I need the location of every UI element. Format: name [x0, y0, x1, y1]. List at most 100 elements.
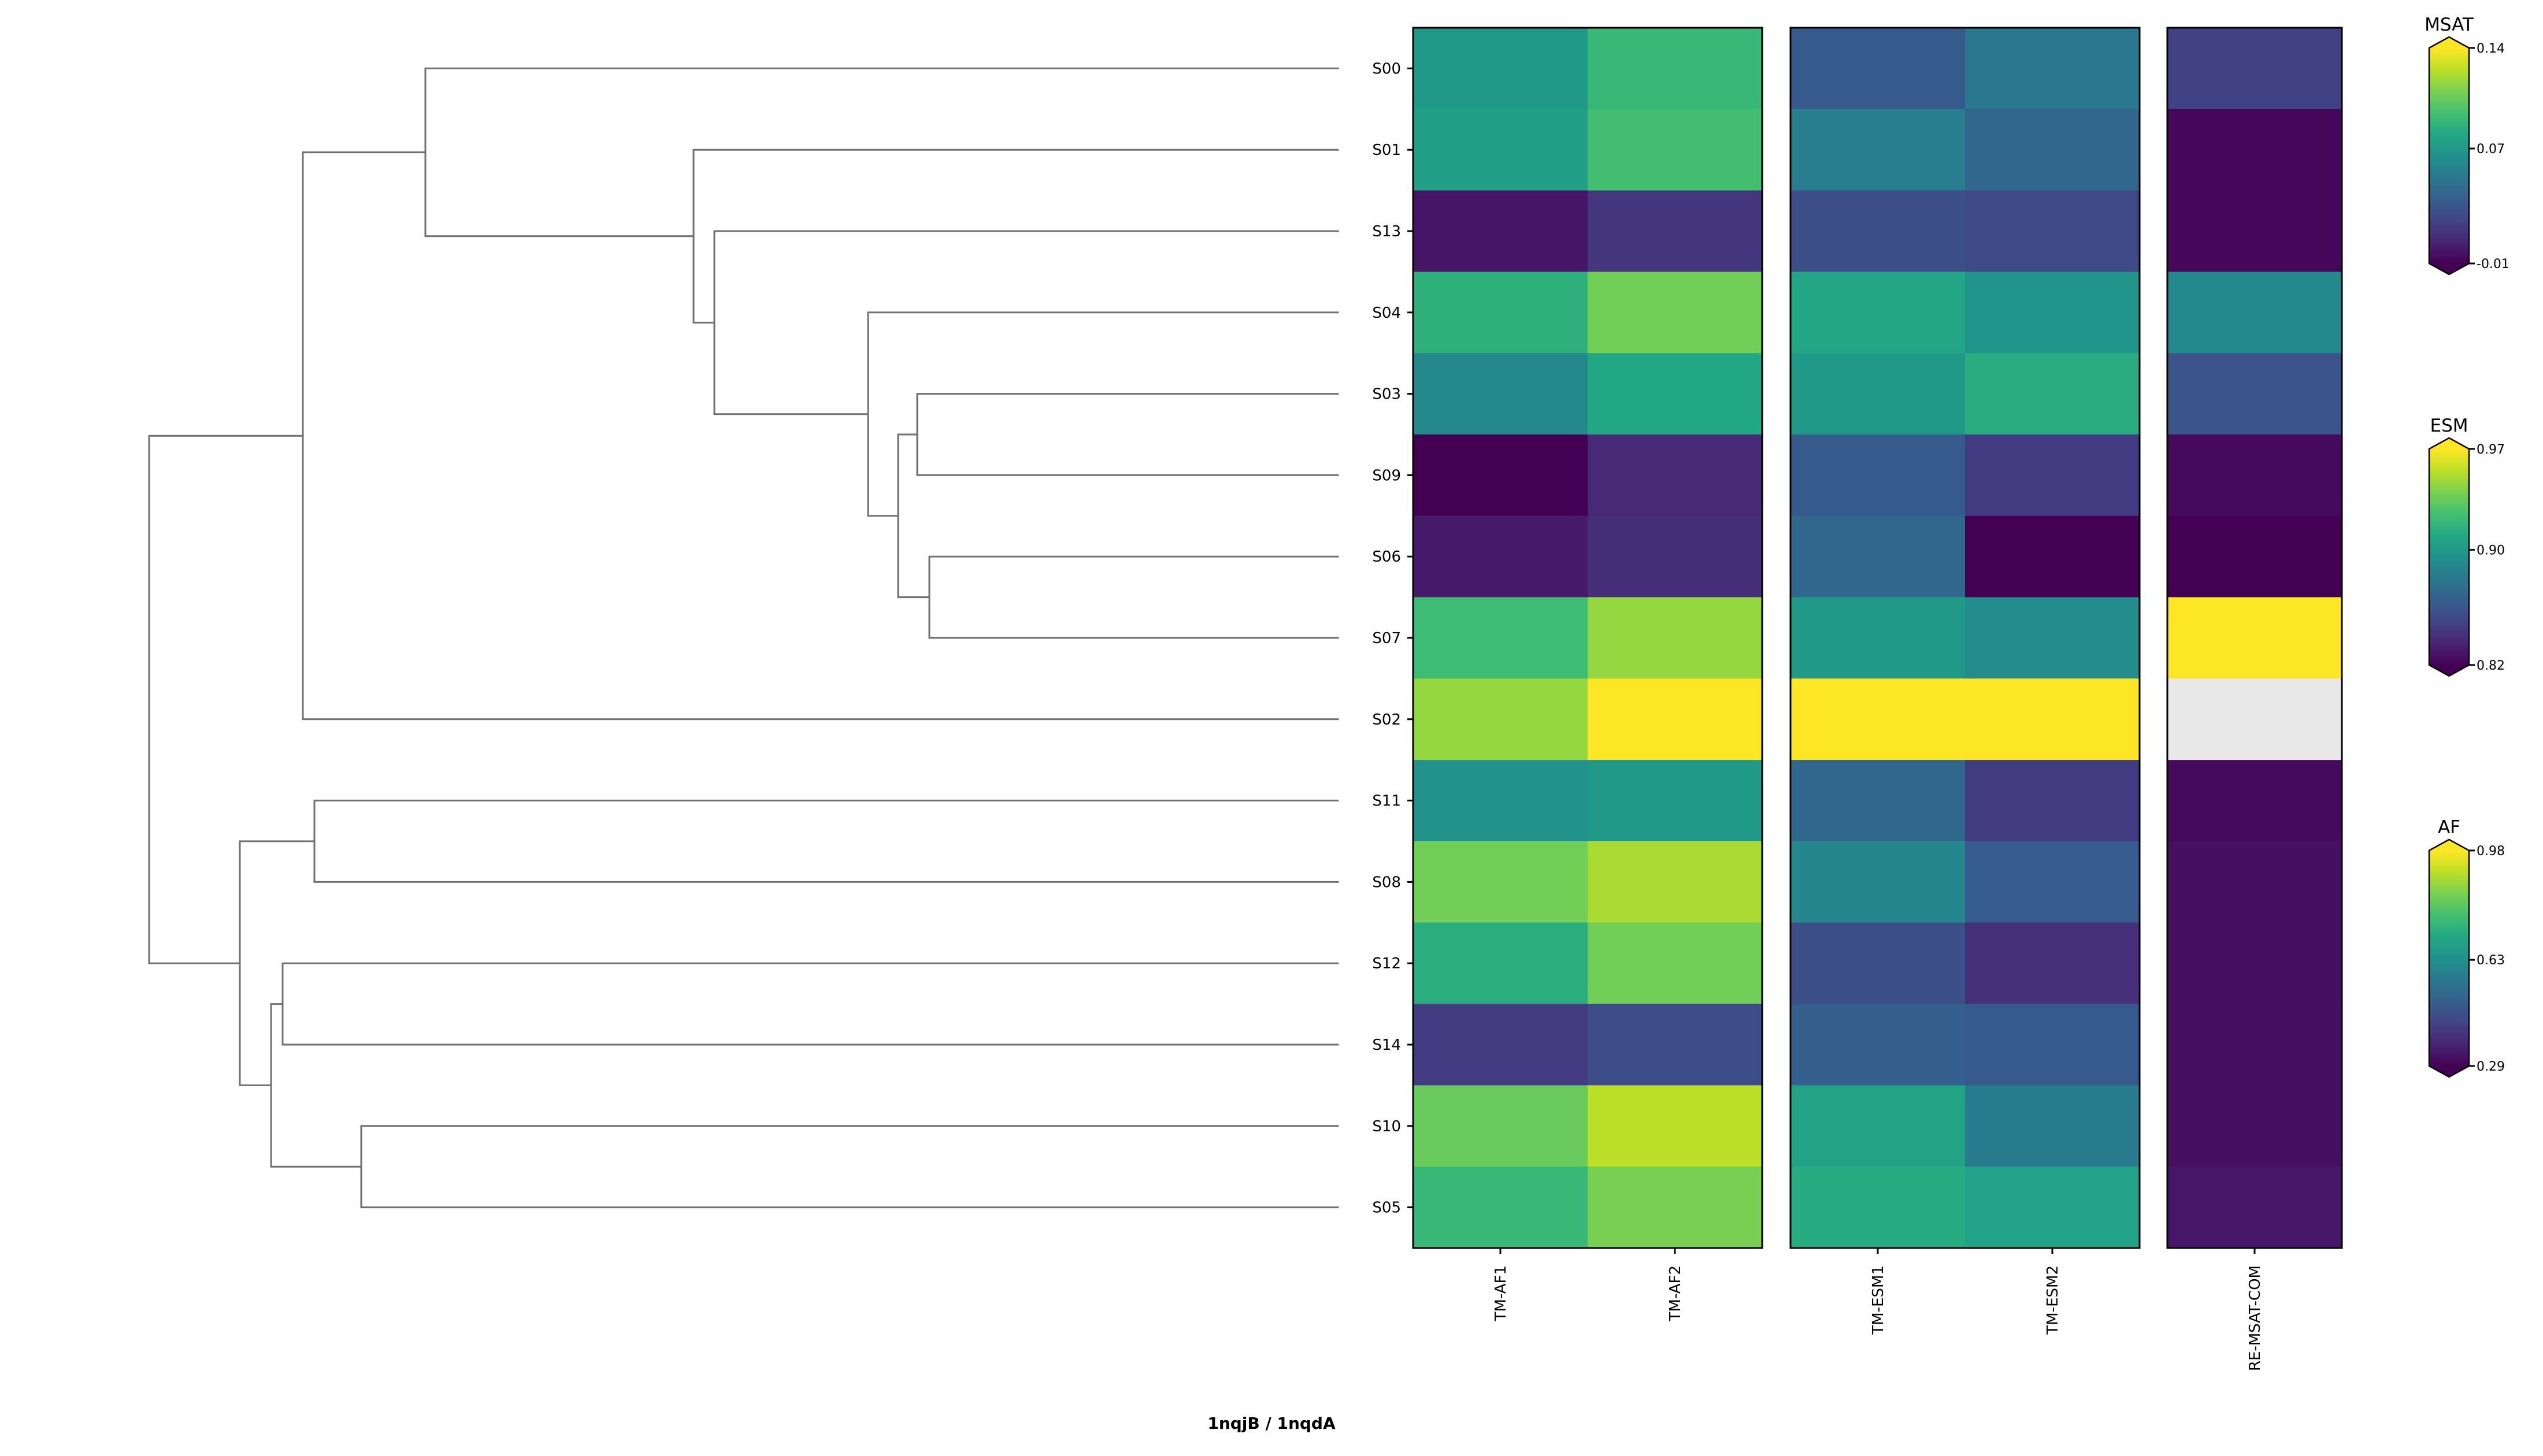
colorbar-tick-label: 0.98 [2477, 844, 2505, 859]
column-label: TM-AF2 [1667, 1265, 1684, 1321]
heatmap-panel-esm: TM-ESM1 TM-ESM2 [1789, 27, 2141, 1335]
heatmap-cell [1791, 678, 1966, 760]
dendrogram-link-m [360, 1125, 1339, 1209]
heatmap-cell [2167, 597, 2342, 679]
heatmap-cell [1965, 28, 2140, 110]
colorbar-gradient [2429, 48, 2469, 263]
row-label: S08 [1372, 874, 1401, 891]
colorbar-extend-min [2429, 263, 2469, 274]
row-label: S13 [1372, 223, 1401, 240]
heatmap-cell [2167, 678, 2342, 760]
heatmap-cell [1965, 760, 2140, 842]
panel-frame [1789, 27, 2141, 1249]
heatmap-cell [2167, 922, 2342, 1005]
heatmap-cell [1413, 353, 1588, 435]
heatmap-cell [1588, 190, 1763, 272]
column-label: TM-ESM1 [1870, 1265, 1887, 1335]
heatmap-cell [1965, 434, 2140, 517]
heatmap-cell [1791, 922, 1966, 1005]
colorbar-tick-label: 0.07 [2477, 142, 2505, 157]
heatmap-cell [1588, 597, 1763, 679]
dendrogram-link-f [897, 433, 931, 599]
row-label: S14 [1372, 1037, 1401, 1054]
heatmap-cell [2167, 1004, 2342, 1086]
colorbar-tick-label: 0.97 [2477, 443, 2505, 457]
colorbar-tick-label: 0.90 [2477, 544, 2505, 558]
heatmap-cell [2167, 760, 2342, 842]
heatmap-cell [1965, 353, 2140, 435]
row-label: S05 [1372, 1199, 1401, 1217]
row-label: S06 [1372, 548, 1401, 566]
row-label: S10 [1372, 1118, 1401, 1135]
heatmap-panel-af: TM-AF1 TM-AF2 [1412, 27, 1763, 1321]
heatmap-cell [1413, 190, 1588, 272]
dendrogram-link-d [713, 230, 1339, 415]
heatmap-cell [1413, 841, 1588, 923]
row-label: S00 [1372, 60, 1401, 77]
heatmap-cell [1413, 109, 1588, 191]
colorbar-af: AF 0.98 0.63 0.29 [2428, 817, 2505, 1078]
dendrogram-link-root [148, 434, 304, 964]
heatmap-cell [1588, 109, 1763, 191]
heatmap-cell [1413, 1167, 1588, 1249]
heatmap-cell [1791, 597, 1966, 679]
colorbar-esm: ESM 0.97 0.90 0.82 [2428, 415, 2505, 677]
heatmap-cell [1791, 109, 1966, 191]
heatmap-cell [1413, 434, 1588, 517]
heatmap-cell [2167, 353, 2342, 435]
heatmap-cell [1965, 1004, 2140, 1086]
colorbar-extend-max [2429, 438, 2469, 449]
heatmap-cell [1791, 841, 1966, 923]
heatmap-cell [2167, 109, 2342, 191]
heatmap-cell [1413, 28, 1588, 110]
dendrogram-link-b [424, 67, 1339, 237]
heatmap-cell [1791, 28, 1966, 110]
heatmap-cell [1588, 515, 1763, 598]
heatmap-cell [1965, 597, 2140, 679]
heatmap-cell [1413, 272, 1588, 354]
colorbar-gradient [2429, 850, 2469, 1066]
heatmap-cell [1791, 1167, 1966, 1249]
heatmap-cell [1791, 1004, 1966, 1086]
heatmap-cell [1413, 922, 1588, 1005]
heatmap-cell [2167, 28, 2342, 110]
column-label: TM-ESM2 [2044, 1265, 2062, 1335]
heatmap-cell [1588, 353, 1763, 435]
colorbar-title: ESM [2430, 415, 2468, 436]
heatmap-cell [1588, 841, 1763, 923]
dendrogram-link-c [692, 148, 1339, 324]
heatmap-cell [1588, 922, 1763, 1005]
colorbar-tick-label: 0.14 [2477, 42, 2505, 56]
dendrogram-link-e [867, 311, 1339, 517]
colorbar-tick-label: 0.29 [2477, 1060, 2505, 1074]
heatmap-cell [1791, 515, 1966, 598]
colorbar-tick-label: -0.01 [2477, 257, 2509, 272]
row-labels: S00 S01 S13 S04 S03 S09 S06 S07 S02 S11 S08 S12 S14 S… [1372, 60, 1413, 1217]
heatmap-cell [1588, 760, 1763, 842]
heatmap-cell [1965, 109, 2140, 191]
heatmap-cell [1588, 272, 1763, 354]
dendrogram-link-l [281, 962, 1339, 1046]
heatmap-cell [1791, 760, 1966, 842]
heatmap-panels: TM-AF1 TM-AF2 TM-ESM1 TM-ESM2 RE-MSAT-COM [1412, 27, 2343, 1371]
heatmap-cell [1965, 922, 2140, 1005]
colorbar-extend-min [2429, 665, 2469, 676]
heatmap-cell [1413, 760, 1588, 842]
heatmap-cell [1965, 515, 2140, 598]
heatmap-cell [2167, 272, 2342, 354]
heatmap-cell [1413, 1085, 1588, 1167]
heatmap-cell [1791, 353, 1966, 435]
heatmap-cell [1588, 1085, 1763, 1167]
dendrogram-link-a [302, 151, 1339, 720]
heatmap-cell [2167, 515, 2342, 598]
heatmap-cell [1965, 272, 2140, 354]
heatmap-cell [1965, 190, 2140, 272]
heatmap-cell [1965, 841, 2140, 923]
heatmap-cell [1588, 1004, 1763, 1086]
colorbar-extend-max [2429, 37, 2469, 48]
heatmap-cell [1965, 1085, 2140, 1167]
figure-title: 1nqjB / 1nqdA [1207, 1414, 1336, 1433]
